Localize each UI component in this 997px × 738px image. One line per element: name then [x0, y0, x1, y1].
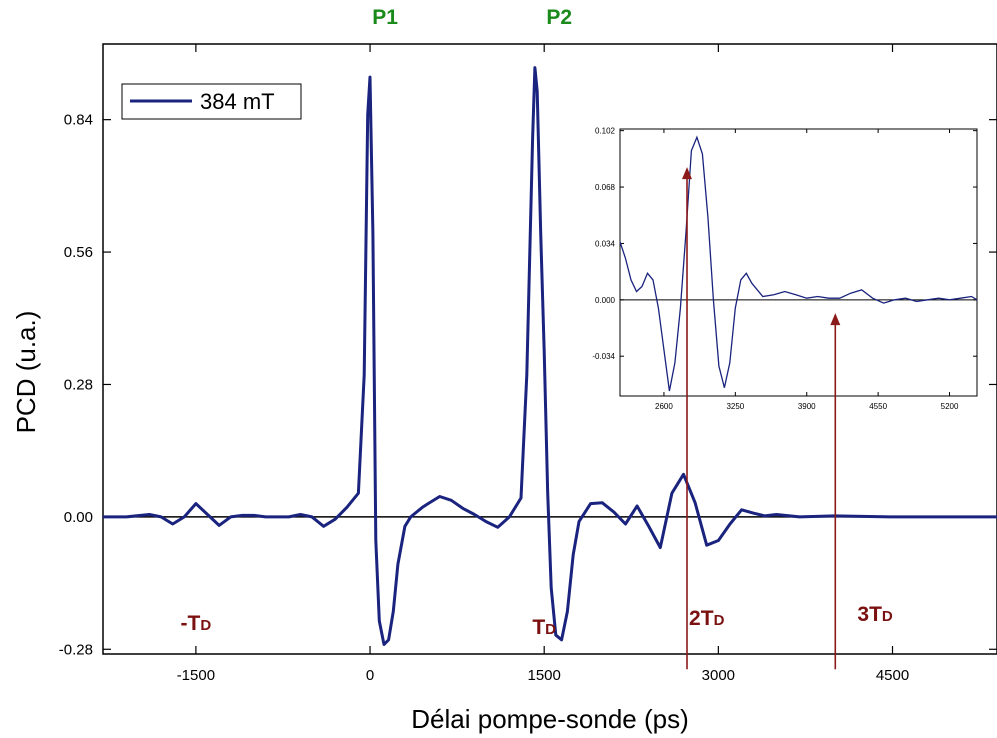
y-axis-title: PCD (u.a.) [11, 311, 41, 434]
x-tick-label: 0 [366, 667, 374, 684]
inset-x-tick-label: 5200 [941, 402, 959, 411]
x-tick-label: 3000 [702, 667, 735, 684]
inset-y-tick-label: -0.034 [592, 352, 615, 361]
period-label: 3TD [857, 603, 893, 626]
y-tick-label: -0.28 [59, 641, 93, 658]
inset-x-tick-label: 3250 [726, 402, 744, 411]
y-tick-label: 0.56 [64, 244, 93, 261]
x-axis-title: Délai pompe-sonde (ps) [411, 704, 688, 734]
arrow-head [682, 167, 693, 180]
period-label: -TD [181, 612, 212, 635]
period-label: TD [532, 616, 556, 639]
legend-label: 384 mT [200, 89, 275, 114]
x-tick-label: 4500 [876, 667, 909, 684]
x-tick-label: 1500 [528, 667, 561, 684]
inset-x-tick-label: 3900 [798, 402, 816, 411]
y-tick-label: 0.84 [64, 112, 93, 129]
inset-y-tick-label: 0.034 [595, 239, 616, 248]
inset-series-line [619, 135, 978, 392]
main-plot-frame [102, 43, 997, 655]
peak-label: P1 [372, 6, 398, 29]
period-label: 2TD [689, 607, 725, 630]
inset-plot-frame [619, 128, 978, 397]
y-tick-label: 0.28 [64, 376, 93, 393]
inset-y-tick-label: 0.068 [595, 183, 616, 192]
main-plot: -1500 0 1500 3000 4500 -0.28 0.00 0.28 0.56 0.84 [59, 44, 997, 684]
legend: 384 mT [121, 83, 302, 120]
peak-label: P2 [546, 6, 572, 29]
y-tick-label: 0.00 [64, 509, 93, 526]
inset-y-tick-label: 0.000 [595, 296, 616, 305]
inset-x-tick-label: 4550 [869, 402, 887, 411]
inset-y-tick-label: 0.102 [595, 127, 616, 136]
x-tick-label: -1500 [177, 667, 215, 684]
arrow-head [830, 313, 841, 326]
inset-plot: 2600 3250 3900 4550 5200 -0.034 0.000 0.034 0.06… [592, 127, 978, 411]
annotations: P1 P2 -TD TD 2TD 3TD [181, 6, 893, 670]
inset-x-tick-label: 2600 [655, 402, 673, 411]
series-line [103, 66, 997, 646]
